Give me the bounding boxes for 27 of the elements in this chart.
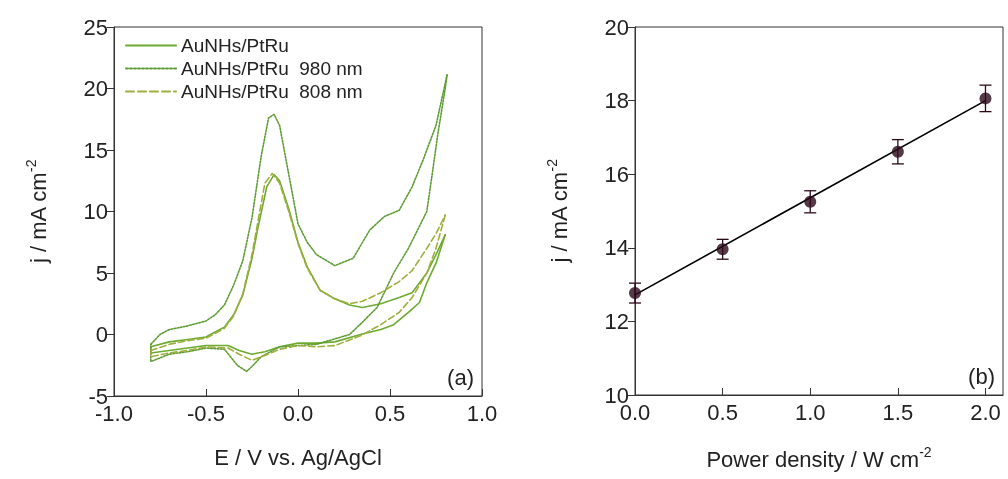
y-axis-title: j / mA cm-2 bbox=[23, 159, 51, 264]
y-tick-label: 20 bbox=[83, 76, 108, 101]
x-axis-title: E / V vs. Ag/AgCl bbox=[214, 444, 382, 470]
y-tick-label: 0 bbox=[95, 322, 108, 347]
y-axis-title: j / mA cm-2 bbox=[544, 158, 572, 264]
legend-label: AuNHs/PtRu 980 nm bbox=[181, 58, 363, 79]
legend-label: AuNHs/PtRu 808 nm bbox=[181, 81, 363, 102]
y-tick-label: 5 bbox=[95, 260, 108, 286]
x-tick-label: 1.0 bbox=[794, 399, 826, 425]
y-tick-label: 15 bbox=[83, 137, 108, 163]
x-tick-label: 0.0 bbox=[282, 400, 314, 426]
y-tick-label: 18 bbox=[604, 88, 629, 114]
x-tick-label: 1.0 bbox=[466, 400, 498, 426]
y-tick-label: 14 bbox=[604, 235, 629, 261]
legend-label: AuNHs/PtRu bbox=[181, 35, 289, 56]
y-tick-label: 20 bbox=[604, 14, 629, 40]
y-tick-label: 25 bbox=[83, 14, 108, 40]
x-tick-label: 2.0 bbox=[970, 399, 1001, 425]
y-tick-label: 10 bbox=[83, 199, 108, 224]
x-tick-label: 0.5 bbox=[374, 400, 406, 426]
annotation: (a) bbox=[447, 364, 474, 390]
x-tick-label: -0.5 bbox=[187, 400, 225, 426]
y-tick-label: 16 bbox=[604, 161, 629, 187]
y-tick-label: 12 bbox=[604, 308, 629, 334]
x-tick-label: 0.5 bbox=[707, 399, 738, 425]
x-tick-label: 1.5 bbox=[882, 399, 914, 425]
annotation: (b) bbox=[968, 363, 995, 389]
